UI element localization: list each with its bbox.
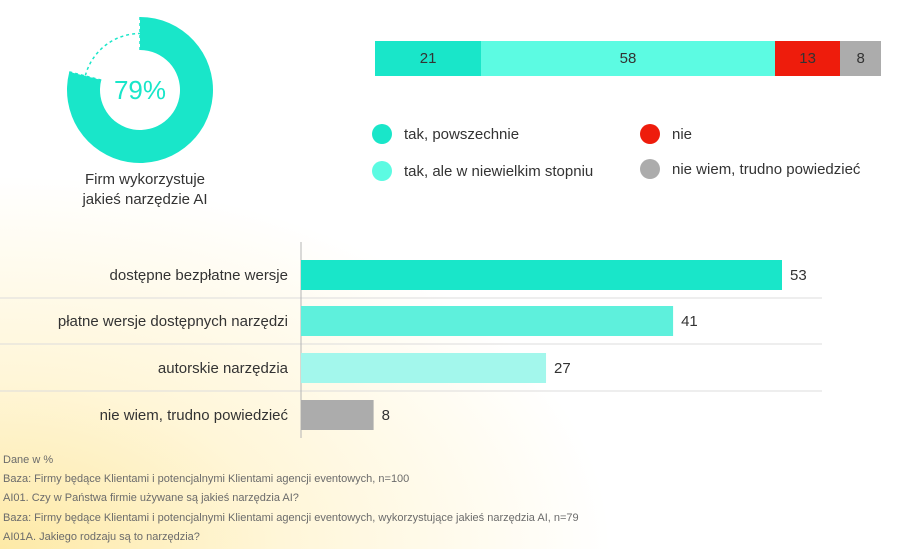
bar (301, 353, 547, 383)
legend-dot (640, 159, 660, 179)
value-label: 53 (790, 267, 807, 284)
footnote-line: Baza: Firmy będące Klientami i potencjal… (3, 511, 579, 524)
legend-dot (640, 124, 660, 144)
footnote-line: Baza: Firmy będące Klientami i potencjal… (3, 473, 410, 486)
legend-item: nie (640, 124, 692, 144)
value-label: 41 (681, 313, 698, 330)
stacked-bar: 21 58 13 8 (375, 41, 881, 76)
legend-dot (372, 124, 392, 144)
category-label: dostępne bezpłatne wersje (110, 267, 288, 284)
donut-value-label: 79% (114, 75, 166, 105)
stacked-segment-tak-niewielkim: 58 (481, 41, 775, 76)
donut-caption-line: jakieś narzędzie AI (82, 191, 208, 208)
category-label: autorskie narzędzia (158, 360, 289, 377)
legend-label: tak, powszechnie (404, 125, 520, 143)
legend-dot (372, 161, 392, 181)
legend-item: tak, powszechnie (372, 124, 519, 144)
stacked-segment-tak-powszechnie: 21 (375, 41, 482, 76)
legend-item: tak, ale w niewielkim stopniu (372, 161, 593, 181)
horizontal-bar-chart: dostępne bezpłatne wersje 53 płatne wersje… (0, 242, 822, 438)
legend-label: tak, ale w niewielkim stopniu (404, 162, 594, 180)
value-label: 27 (554, 360, 571, 377)
bar (301, 260, 782, 290)
bar (301, 306, 674, 336)
donut-value-arc (67, 17, 214, 164)
footnotes: Dane w % Baza: Firmy będące Klientami i … (3, 451, 579, 547)
legend-item: nie wiem, trudno powiedzieć (640, 159, 860, 179)
legend-label: nie (672, 125, 693, 143)
category-label: płatne wersje dostępnych narzędzi (58, 313, 288, 330)
footnote-line: Dane w % (3, 454, 54, 466)
bar (301, 400, 374, 430)
legend-label: nie wiem, trudno powiedzieć (672, 160, 861, 178)
donut-caption-line: Firm wykorzystuje (84, 171, 205, 188)
value-label: 8 (382, 407, 390, 424)
stacked-segment-nie-wiem: 8 (840, 41, 881, 76)
donut-chart: 79% (67, 17, 214, 164)
stacked-segment-nie: 13 (774, 41, 841, 76)
footnote-line: AI01. Czy w Państwa firmie używane są ja… (3, 492, 299, 505)
footnote-line: AI01A. Jakiego rodzaju są to narzędzia? (3, 530, 200, 543)
donut-caption: Firm wykorzystuje jakieś narzędzie AI (40, 170, 250, 210)
category-label: nie wiem, trudno powiedzieć (100, 407, 289, 424)
